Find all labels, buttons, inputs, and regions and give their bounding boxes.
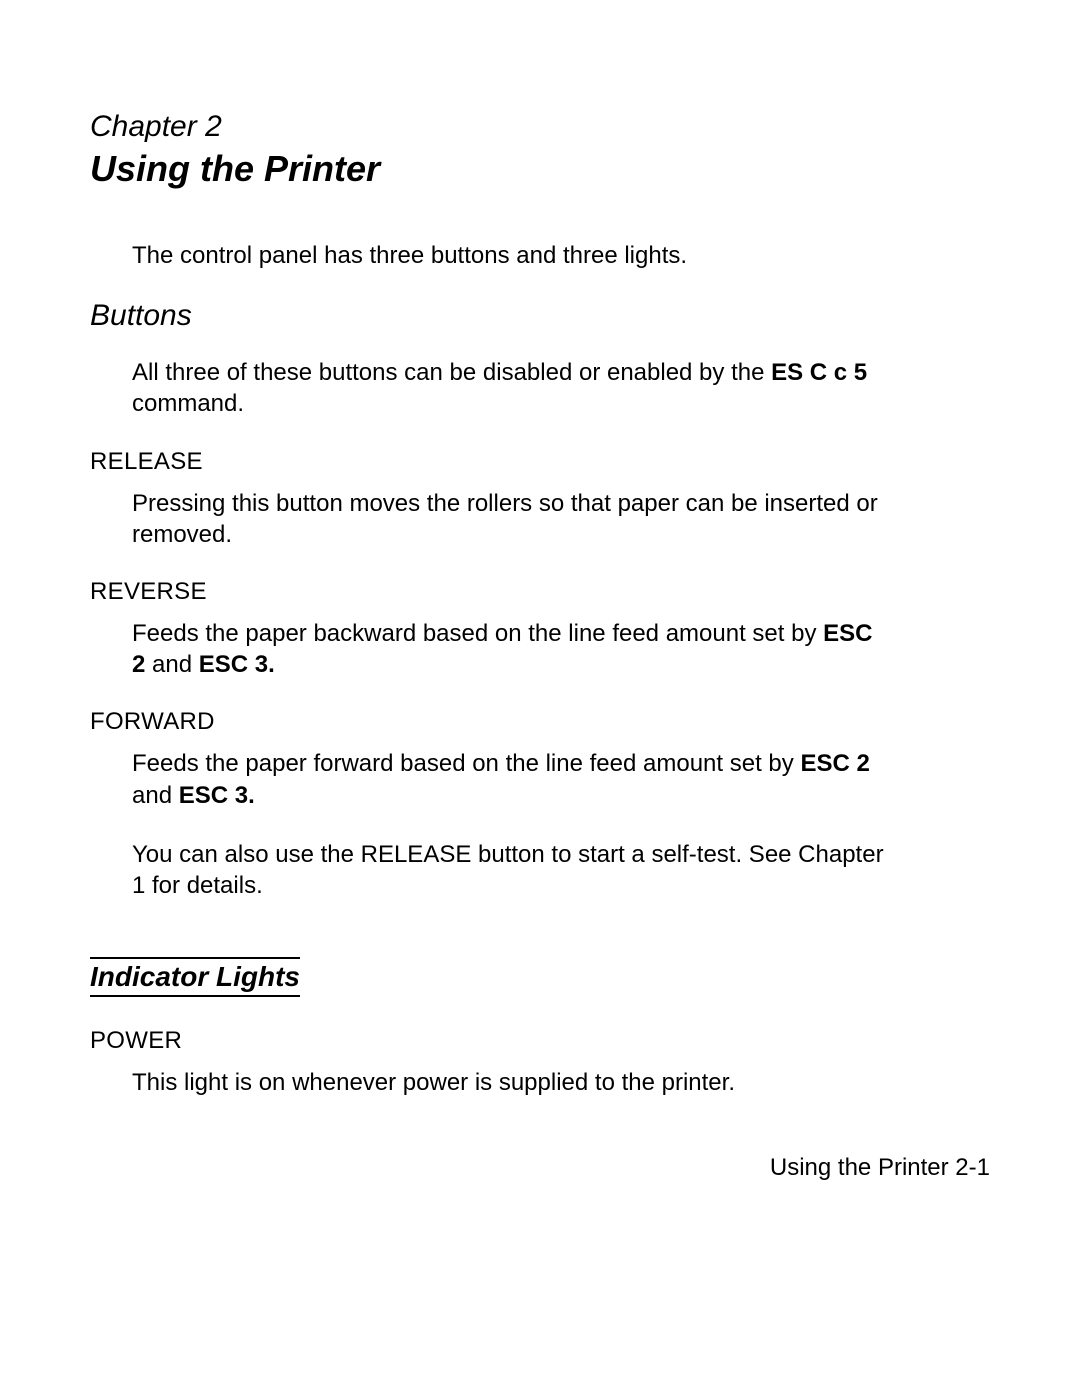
- release-desc: Pressing this button moves the rollers s…: [90, 488, 892, 550]
- buttons-extra: You can also use the RELEASE button to s…: [90, 839, 892, 901]
- power-heading: POWER: [90, 1027, 990, 1055]
- reverse-desc-pre: Feeds the paper backward based on the li…: [132, 620, 823, 647]
- chapter-label: Chapter 2: [90, 110, 990, 144]
- buttons-intro: All three of these buttons can be disabl…: [90, 357, 892, 419]
- forward-heading: FORWARD: [90, 708, 990, 736]
- reverse-heading: REVERSE: [90, 578, 990, 606]
- forward-desc-bold1: ESC 2: [800, 750, 869, 777]
- reverse-desc-bold2: ESC 3.: [199, 651, 275, 678]
- buttons-intro-post: command.: [132, 390, 244, 417]
- reverse-desc-mid: and: [145, 651, 198, 678]
- buttons-heading: Buttons: [90, 299, 990, 333]
- forward-desc-pre: Feeds the paper forward based on the lin…: [132, 750, 800, 777]
- forward-desc-bold2: ESC 3.: [179, 782, 255, 809]
- forward-desc: Feeds the paper forward based on the lin…: [90, 748, 892, 810]
- lights-heading: Indicator Lights: [90, 957, 300, 997]
- power-desc: This light is on whenever power is suppl…: [90, 1067, 892, 1098]
- reverse-desc: Feeds the paper backward based on the li…: [90, 618, 892, 680]
- page-footer: Using the Printer 2-1: [770, 1154, 990, 1182]
- chapter-title: Using the Printer: [90, 148, 990, 190]
- intro-text: The control panel has three buttons and …: [90, 240, 892, 271]
- forward-desc-mid: and: [132, 782, 179, 809]
- document-page: Chapter 2 Using the Printer The control …: [0, 0, 1080, 1397]
- buttons-intro-bold: ES C c 5: [771, 359, 867, 386]
- release-heading: RELEASE: [90, 448, 990, 476]
- buttons-intro-pre: All three of these buttons can be disabl…: [132, 359, 771, 386]
